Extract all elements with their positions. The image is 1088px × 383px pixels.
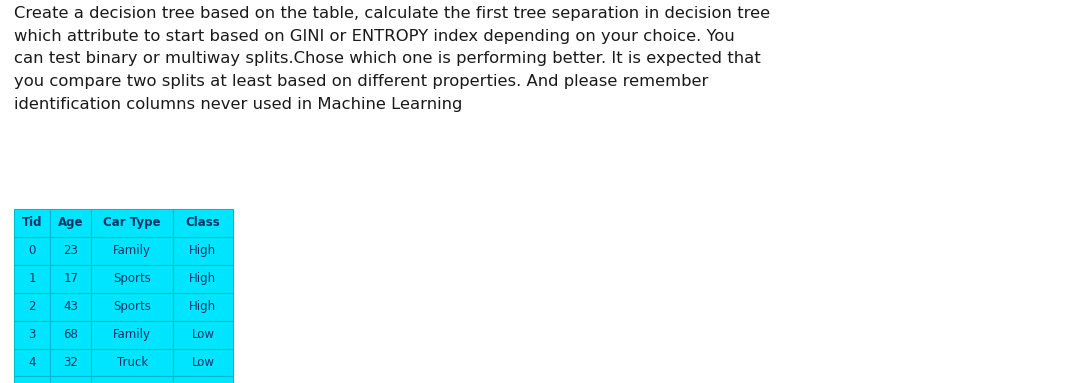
- Bar: [91, 321, 173, 349]
- Text: Tid: Tid: [22, 216, 42, 229]
- Bar: [173, 209, 233, 237]
- Bar: [173, 376, 233, 383]
- Text: 43: 43: [63, 300, 78, 313]
- Text: Truck: Truck: [116, 356, 148, 369]
- Text: Low: Low: [191, 328, 214, 341]
- Bar: [50, 349, 91, 376]
- Bar: [91, 237, 173, 265]
- Text: High: High: [189, 272, 217, 285]
- Text: High: High: [189, 300, 217, 313]
- Text: 23: 23: [63, 244, 78, 257]
- Bar: [14, 376, 50, 383]
- Bar: [91, 209, 173, 237]
- Text: Create a decision tree based on the table, calculate the first tree separation i: Create a decision tree based on the tabl…: [14, 6, 770, 112]
- Text: Family: Family: [113, 328, 151, 341]
- Text: 1: 1: [28, 272, 36, 285]
- Bar: [50, 237, 91, 265]
- Bar: [91, 376, 173, 383]
- Text: Low: Low: [191, 356, 214, 369]
- Text: 3: 3: [28, 328, 36, 341]
- Bar: [50, 321, 91, 349]
- Bar: [14, 265, 50, 293]
- Bar: [173, 293, 233, 321]
- Bar: [91, 293, 173, 321]
- Text: Class: Class: [186, 216, 220, 229]
- Bar: [50, 293, 91, 321]
- Bar: [14, 293, 50, 321]
- Text: Age: Age: [58, 216, 84, 229]
- Bar: [50, 265, 91, 293]
- Text: Sports: Sports: [113, 300, 151, 313]
- Text: Family: Family: [113, 244, 151, 257]
- Text: 2: 2: [28, 300, 36, 313]
- Text: 32: 32: [63, 356, 78, 369]
- Text: 17: 17: [63, 272, 78, 285]
- Bar: [50, 209, 91, 237]
- Bar: [14, 321, 50, 349]
- Text: Car Type: Car Type: [103, 216, 161, 229]
- Bar: [14, 349, 50, 376]
- Bar: [91, 265, 173, 293]
- Bar: [14, 209, 50, 237]
- Bar: [50, 376, 91, 383]
- Text: 0: 0: [28, 244, 36, 257]
- Bar: [91, 349, 173, 376]
- Bar: [173, 321, 233, 349]
- Bar: [173, 349, 233, 376]
- Text: 68: 68: [63, 328, 78, 341]
- Text: 4: 4: [28, 356, 36, 369]
- Text: High: High: [189, 244, 217, 257]
- Text: Sports: Sports: [113, 272, 151, 285]
- Bar: [173, 265, 233, 293]
- Bar: [173, 237, 233, 265]
- Bar: [14, 237, 50, 265]
